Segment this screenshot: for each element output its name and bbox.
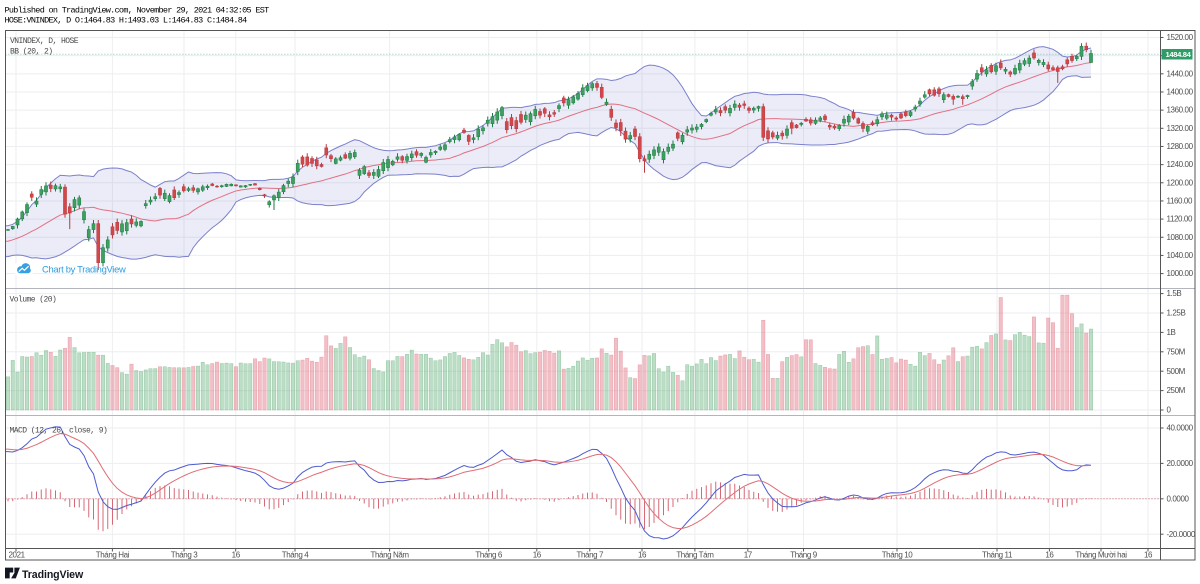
svg-text:40.0000: 40.0000 bbox=[1167, 424, 1194, 433]
svg-text:500M: 500M bbox=[1167, 367, 1186, 376]
svg-text:1040.00: 1040.00 bbox=[1167, 251, 1194, 260]
svg-text:1440.00: 1440.00 bbox=[1167, 69, 1194, 78]
svg-text:Tháng 11: Tháng 11 bbox=[982, 551, 1013, 560]
svg-text:Tháng Năm: Tháng Năm bbox=[370, 551, 409, 560]
svg-text:1.5B: 1.5B bbox=[1167, 289, 1182, 298]
svg-text:1160.00: 1160.00 bbox=[1167, 197, 1193, 206]
svg-text:1000.00: 1000.00 bbox=[1167, 269, 1194, 278]
svg-text:250M: 250M bbox=[1167, 386, 1186, 395]
svg-text:1120.00: 1120.00 bbox=[1167, 215, 1193, 224]
svg-text:16: 16 bbox=[533, 551, 542, 560]
svg-text:Tháng 7: Tháng 7 bbox=[577, 551, 605, 560]
svg-text:16: 16 bbox=[1045, 551, 1054, 560]
svg-text:Chart by TradingView: Chart by TradingView bbox=[42, 264, 126, 275]
svg-text:HOSE:VNINDEX, D O:1464.83 H:14: HOSE:VNINDEX, D O:1464.83 H:1493.03 L:14… bbox=[5, 16, 248, 26]
svg-text:20.0000: 20.0000 bbox=[1167, 459, 1194, 468]
svg-text:MACD (12, 26, close, 9): MACD (12, 26, close, 9) bbox=[10, 427, 108, 436]
svg-text:Tháng Tám: Tháng Tám bbox=[676, 551, 714, 560]
svg-text:Tháng 9: Tháng 9 bbox=[790, 551, 818, 560]
svg-text:2021: 2021 bbox=[9, 551, 26, 560]
svg-text:1360.00: 1360.00 bbox=[1167, 106, 1194, 115]
svg-text:16: 16 bbox=[232, 551, 241, 560]
svg-text:Tháng Hai: Tháng Hai bbox=[96, 551, 130, 560]
svg-text:1484.84: 1484.84 bbox=[1166, 50, 1192, 59]
svg-text:1520.00: 1520.00 bbox=[1167, 33, 1194, 42]
svg-text:0: 0 bbox=[1167, 406, 1172, 415]
svg-text:TradingView: TradingView bbox=[22, 569, 84, 581]
svg-text:Tháng 10: Tháng 10 bbox=[882, 551, 914, 560]
svg-text:VNINDEX, D, HOSE: VNINDEX, D, HOSE bbox=[10, 37, 79, 46]
svg-text:Published on TradingView.com,: Published on TradingView.com, November 2… bbox=[5, 5, 270, 15]
svg-text:17: 17 bbox=[744, 551, 753, 560]
svg-text:Tháng 3: Tháng 3 bbox=[171, 551, 199, 560]
svg-text:-20.0000: -20.0000 bbox=[1167, 530, 1196, 539]
svg-text:1200.00: 1200.00 bbox=[1167, 178, 1194, 187]
svg-text:1400.00: 1400.00 bbox=[1167, 88, 1194, 97]
svg-text:750M: 750M bbox=[1167, 347, 1186, 356]
svg-text:Tháng 6: Tháng 6 bbox=[475, 551, 503, 560]
svg-text:BB (20, 2): BB (20, 2) bbox=[10, 48, 53, 57]
svg-text:1B: 1B bbox=[1167, 328, 1176, 337]
svg-text:16: 16 bbox=[638, 551, 647, 560]
svg-text:1.25B: 1.25B bbox=[1167, 309, 1186, 318]
svg-text:Tháng Mười hai: Tháng Mười hai bbox=[1075, 551, 1127, 560]
svg-text:16: 16 bbox=[1144, 551, 1153, 560]
svg-text:0.0000: 0.0000 bbox=[1167, 494, 1190, 503]
svg-text:1280.00: 1280.00 bbox=[1167, 142, 1194, 151]
svg-text:Volume (20): Volume (20) bbox=[10, 296, 57, 305]
svg-text:Tháng 4: Tháng 4 bbox=[282, 551, 310, 560]
svg-text:1240.00: 1240.00 bbox=[1167, 160, 1194, 169]
svg-text:1080.00: 1080.00 bbox=[1167, 233, 1194, 242]
svg-text:1320.00: 1320.00 bbox=[1167, 124, 1194, 133]
